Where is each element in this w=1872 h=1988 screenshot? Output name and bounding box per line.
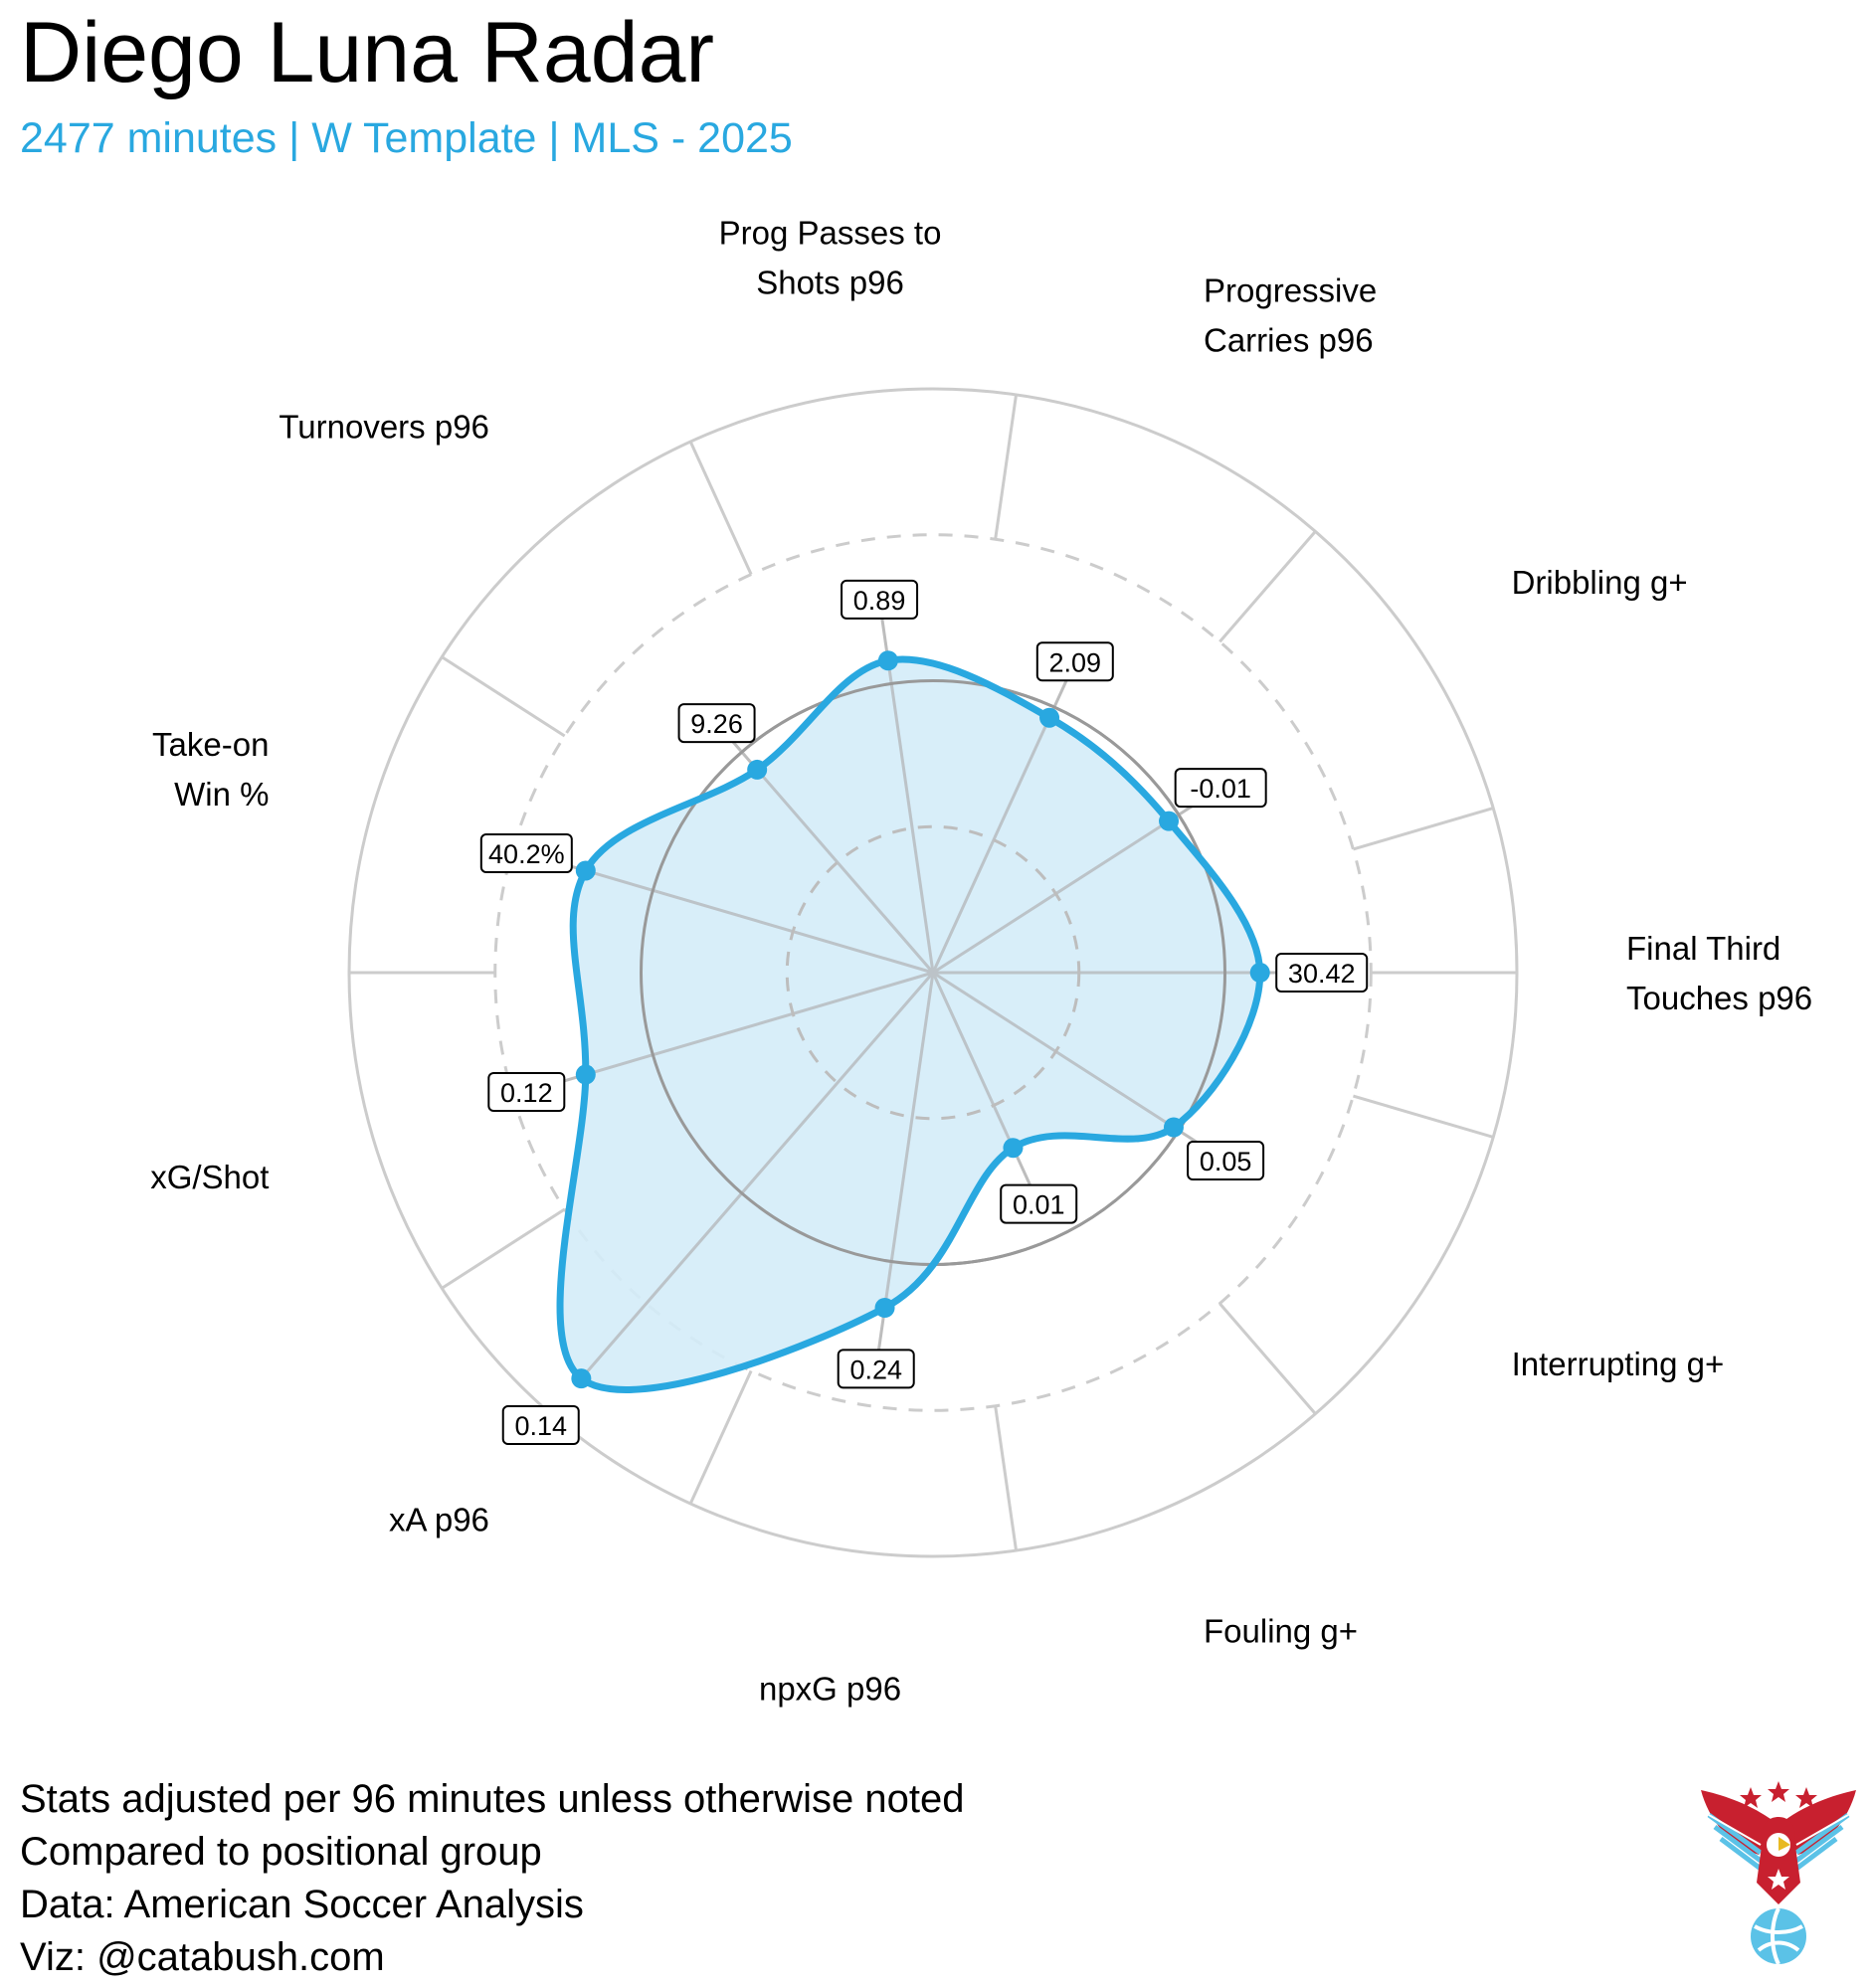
radar-spoke-inner (931, 717, 1051, 974)
data-point (747, 759, 768, 780)
value-label-box: 0.89 (841, 579, 919, 620)
value-label-frame (1187, 1141, 1265, 1181)
data-point (877, 650, 898, 671)
radar-spoke-inner (883, 972, 935, 1309)
value-label-frame (1035, 641, 1114, 682)
radar-separator (688, 1369, 753, 1505)
data-point (575, 1064, 596, 1085)
radar-spoke-inner (886, 660, 935, 974)
axis-label: Dribbling g+ (1512, 564, 1688, 601)
radar-spoke-inner (585, 869, 934, 975)
axis-label: Touches p96 (1626, 980, 1812, 1016)
radar-spoke-inner (585, 971, 934, 1076)
radar-separator (1352, 807, 1494, 851)
footer-line-data-source: Data: American Soccer Analysis (20, 1883, 584, 1926)
footer-line-compared: Compared to positional group (20, 1830, 542, 1874)
data-point (1159, 811, 1180, 831)
data-point (571, 1368, 592, 1389)
radar-separator (1352, 1094, 1494, 1139)
radar-separator (688, 441, 753, 576)
radar-separator (441, 655, 566, 738)
value-label-box: 0.24 (837, 1349, 915, 1389)
value-label-frame (487, 1072, 566, 1113)
radar-spoke-inner (756, 768, 935, 974)
value-label-box: 0.01 (1000, 1183, 1078, 1224)
radar-labels: 30.42 -0.01 2.09 0.89 9.26 40.2% 0.12 0.14 0.24 0… (150, 214, 1812, 1707)
value-label-frame (501, 1404, 580, 1445)
value-label-frame (479, 832, 573, 873)
axis-label: Take-on (152, 726, 269, 763)
axis-label: xA p96 (389, 1501, 489, 1537)
value-label: -0.01 (1190, 774, 1251, 804)
logo-wings-icon (1701, 1790, 1856, 1871)
value-label: 0.01 (1013, 1190, 1065, 1220)
radar-spoke-inner (580, 972, 935, 1380)
value-label-box: -0.01 (1174, 768, 1267, 809)
data-point (874, 1297, 895, 1318)
value-label-frame (837, 1349, 915, 1389)
radar-separator (441, 1207, 566, 1290)
axis-label: Fouling g+ (1204, 1612, 1358, 1649)
value-label-box: 2.09 (1035, 641, 1114, 682)
value-label-frame (1174, 768, 1267, 809)
logo-stars-icon (1740, 1781, 1817, 1808)
value-label: 2.09 (1049, 647, 1102, 677)
axis-label: Progressive (1204, 272, 1377, 309)
value-label: 0.89 (853, 586, 906, 616)
axis-label: xG/Shot (150, 1159, 269, 1195)
value-label-box: 0.05 (1187, 1141, 1265, 1181)
radar-separator (1218, 1302, 1317, 1415)
axis-label: Win % (174, 776, 269, 813)
value-label-box: 0.14 (501, 1404, 580, 1445)
value-label: 40.2% (488, 839, 565, 869)
radar-separator (1218, 530, 1317, 643)
radar-spoke-inner (931, 972, 1015, 1149)
axis-label: Prog Passes to (719, 214, 942, 251)
axis-label: Shots p96 (756, 264, 904, 300)
value-label-box: 40.2% (479, 832, 573, 873)
axis-label: Interrupting g+ (1512, 1346, 1725, 1382)
data-point (1003, 1138, 1024, 1159)
eagle-soccer-logo-icon (1701, 1781, 1856, 1965)
radar-separator (994, 394, 1019, 540)
value-label: 0.12 (500, 1078, 553, 1108)
radar-spoke-inner (932, 819, 1170, 975)
radar-inner-ring (785, 824, 1081, 1121)
chart-subtitle: 2477 minutes | W Template | MLS - 2025 (20, 114, 793, 162)
footer-line-viz-credit: Viz: @catabush.com (20, 1935, 385, 1979)
axis-label: Final Third (1626, 930, 1780, 967)
value-label: 0.05 (1200, 1147, 1252, 1176)
value-label-box: 0.12 (487, 1072, 566, 1113)
value-label: 30.42 (1288, 959, 1356, 989)
radar-area (560, 659, 1260, 1390)
value-label-frame (1275, 953, 1369, 993)
footer-line-adjusted: Stats adjusted per 96 minutes unless oth… (20, 1777, 965, 1821)
radar-separator (994, 1405, 1019, 1551)
axis-label: npxG p96 (759, 1671, 901, 1708)
chart-title: Diego Luna Radar (20, 5, 715, 100)
radar-series (556, 650, 1270, 1393)
value-label: 0.14 (514, 1411, 567, 1441)
data-point (1249, 963, 1270, 983)
value-label-frame (677, 703, 756, 744)
axis-label: Turnovers p96 (279, 409, 489, 446)
data-point (1163, 1117, 1184, 1138)
value-label: 9.26 (690, 709, 743, 739)
logo-body-icon (1757, 1817, 1800, 1904)
data-point (575, 860, 596, 881)
logo-ball-icon (1751, 1907, 1806, 1965)
axis-label: Carries p96 (1204, 322, 1374, 359)
value-label-box: 30.42 (1275, 953, 1369, 993)
value-label-frame (841, 579, 919, 620)
radar-spoke-inner (932, 971, 1175, 1129)
value-label: 0.24 (849, 1355, 902, 1384)
footer-notes: Stats adjusted per 96 minutes unless oth… (20, 1773, 964, 1984)
value-label-box: 9.26 (677, 703, 756, 744)
value-label-frame (1000, 1183, 1078, 1224)
data-point (1039, 707, 1060, 728)
